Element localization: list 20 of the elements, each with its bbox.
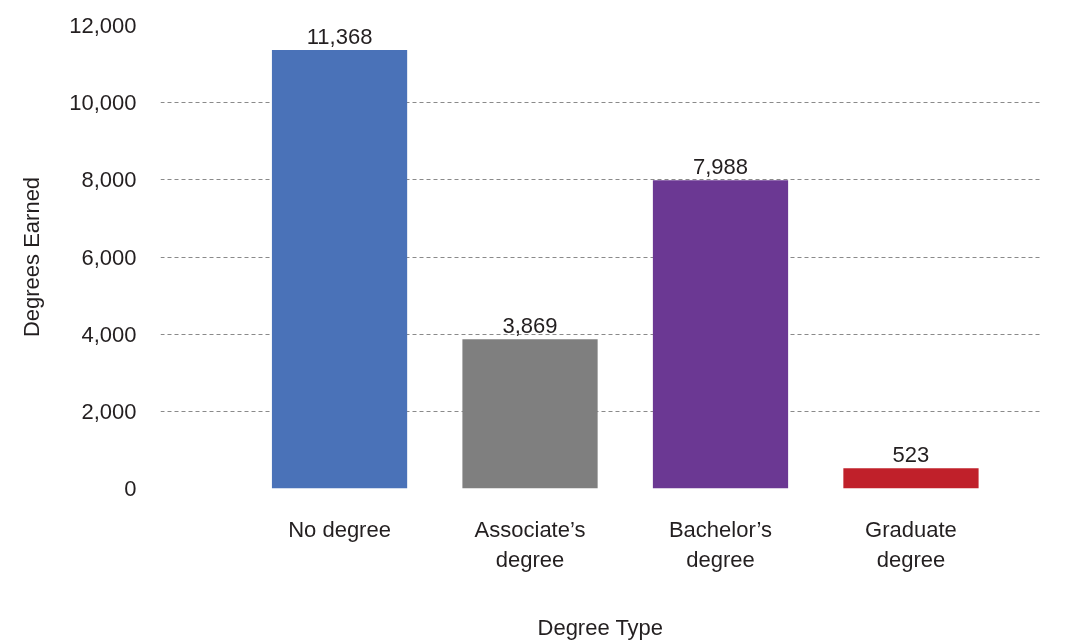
y-tick-label: 2,000: [81, 398, 137, 424]
y-tick-label: 8,000: [81, 167, 137, 193]
bar: [843, 468, 979, 489]
y-tick-label: 6,000: [81, 244, 137, 270]
x-tick-label: Bachelor’s degree: [668, 516, 773, 572]
y-tick-label: 10,000: [69, 90, 137, 116]
x-tick-label: Graduate degree: [865, 516, 957, 572]
x-tick-label: Associate’s degree: [474, 516, 586, 572]
y-tick-label: 4,000: [81, 321, 137, 347]
data-label: 7,988: [692, 154, 749, 180]
data-label: 11,368: [306, 23, 373, 49]
x-tick-label: No degree: [288, 516, 391, 542]
y-axis-title: Degrees Earned: [19, 176, 45, 338]
y-tick-label: 12,000: [69, 13, 137, 38]
y-tick-label: 0: [124, 476, 137, 501]
bar: [652, 180, 789, 489]
data-label: 3,869: [502, 313, 558, 339]
data-label: 523: [892, 442, 930, 468]
x-axis-title: Degree Type: [537, 614, 664, 640]
bar: [271, 49, 408, 489]
